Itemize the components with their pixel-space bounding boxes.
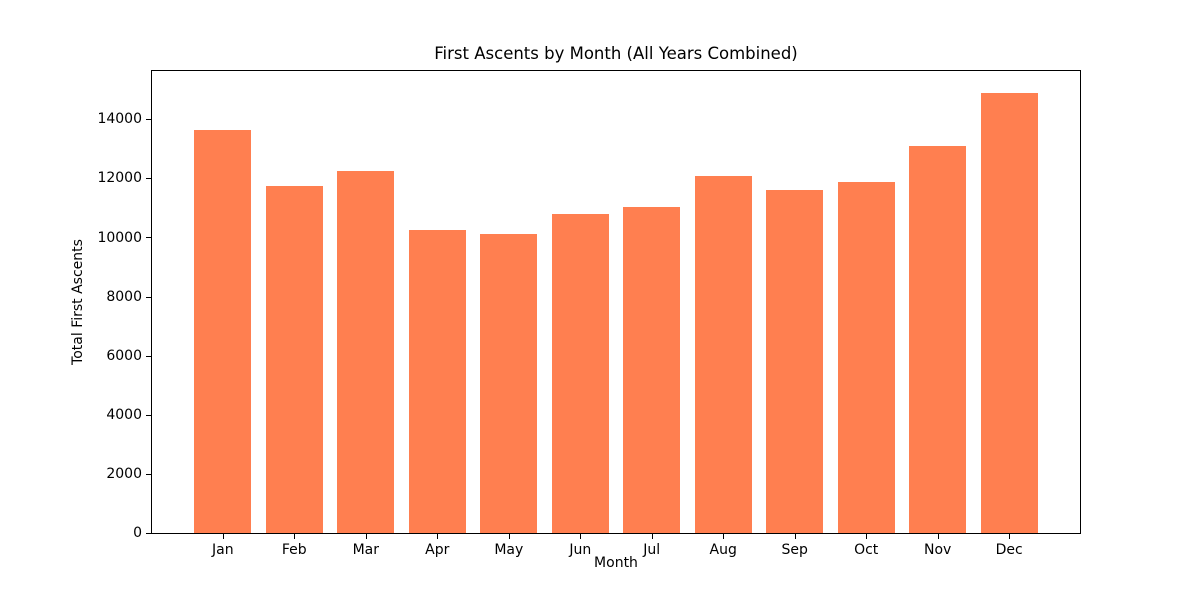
bar-oct [837, 182, 895, 533]
x-tick-label-feb: Feb [281, 542, 307, 558]
y-tick-label-4000: 4000 [106, 406, 142, 423]
x-tick-mark [938, 534, 939, 539]
bar-may [480, 234, 538, 533]
bar-dec [980, 93, 1038, 533]
y-tick-mark [146, 356, 151, 357]
x-tick-label-mar: Mar [352, 542, 379, 558]
x-tick-label-nov: Nov [924, 542, 952, 558]
x-tick-mark [437, 534, 438, 539]
x-tick-label-dec: Dec [995, 542, 1023, 558]
y-tick-mark [146, 178, 151, 179]
y-tick-label-14000: 14000 [97, 111, 142, 128]
x-tick-label-jul: Jul [643, 542, 661, 558]
plot-area [151, 70, 1081, 534]
x-tick-label-jan: Jan [212, 542, 234, 558]
x-tick-label-aug: Aug [709, 542, 737, 558]
x-tick-mark [652, 534, 653, 539]
y-tick-mark [146, 474, 151, 475]
x-tick-label-apr: Apr [425, 542, 450, 558]
y-tick-mark [146, 119, 151, 120]
y-tick-mark [146, 297, 151, 298]
y-tick-label-0: 0 [133, 525, 142, 541]
y-tick-label-6000: 6000 [106, 347, 142, 364]
x-tick-mark [223, 534, 224, 539]
x-tick-mark [366, 534, 367, 539]
x-tick-label-may: May [494, 542, 524, 558]
y-tick-label-12000: 12000 [97, 170, 142, 187]
bar-mar [337, 170, 395, 533]
y-tick-mark [146, 533, 151, 534]
x-axis-label: Month [594, 555, 638, 571]
x-tick-mark [866, 534, 867, 539]
x-tick-label-oct: Oct [854, 542, 879, 558]
bar-jan [194, 130, 252, 533]
bar-jul [623, 207, 681, 533]
x-tick-mark [795, 534, 796, 539]
y-tick-label-10000: 10000 [97, 229, 142, 246]
y-tick-mark [146, 237, 151, 238]
x-tick-label-jun: Jun [569, 542, 592, 558]
x-tick-mark [1009, 534, 1010, 539]
bar-aug [694, 176, 752, 533]
x-tick-mark [723, 534, 724, 539]
chart-title: First Ascents by Month (All Years Combin… [434, 44, 798, 63]
x-tick-label-sep: Sep [781, 542, 808, 558]
bar-jun [551, 214, 609, 533]
x-tick-mark [294, 534, 295, 539]
x-tick-mark [580, 534, 581, 539]
bar-sep [766, 189, 824, 533]
bar-feb [265, 185, 323, 533]
bar-nov [909, 145, 967, 533]
y-tick-mark [146, 415, 151, 416]
x-tick-mark [509, 534, 510, 539]
bar-apr [408, 229, 466, 533]
y-tick-label-2000: 2000 [106, 465, 142, 482]
y-tick-label-8000: 8000 [106, 288, 142, 305]
